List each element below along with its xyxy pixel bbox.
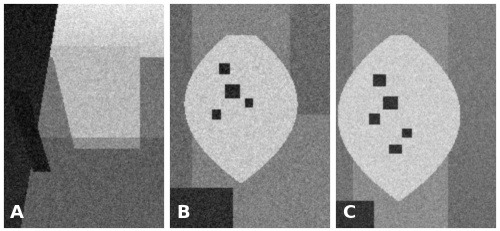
Text: B: B [176,204,190,222]
Text: A: A [10,204,24,222]
Text: C: C [342,204,355,222]
